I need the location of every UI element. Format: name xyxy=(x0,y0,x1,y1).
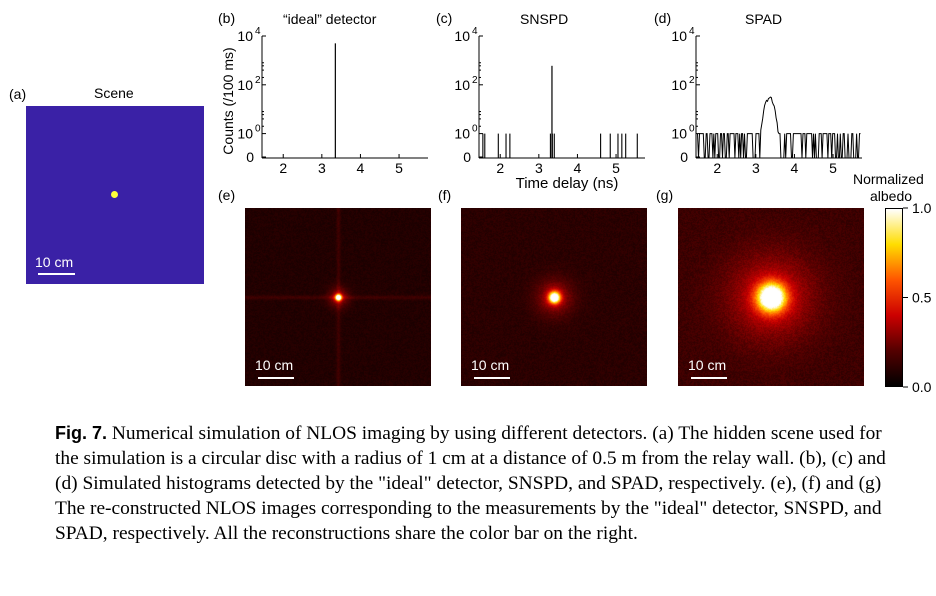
x-tick-label: 4 xyxy=(574,160,582,176)
figure-caption: Fig. 7. Numerical simulation of NLOS ima… xyxy=(55,421,895,546)
y-tick-exponent: 0 xyxy=(472,124,478,135)
x-tick-label: 2 xyxy=(713,160,721,176)
panel-b-label: (b) xyxy=(218,10,236,26)
reconstruction-ideal-canvas xyxy=(245,208,431,386)
panel-e-label: (e) xyxy=(218,187,236,203)
y-tick-exponent: 2 xyxy=(472,75,478,86)
y-tick-label: 10 xyxy=(454,126,470,142)
caption-text: Numerical simulation of NLOS imaging by … xyxy=(55,423,886,544)
y-tick-exponent: 2 xyxy=(255,75,261,86)
y-tick-exponent: 4 xyxy=(255,26,261,37)
reconstruction-snspd: 10 cm xyxy=(461,208,647,386)
panel-d-label: (d) xyxy=(654,10,672,26)
colorbar-tick-label: 0.5 xyxy=(912,290,932,306)
panel-a-label: (a) xyxy=(9,86,27,102)
scene-scale-bar-label: 10 cm xyxy=(35,254,74,270)
panel-c-title: SNSPD xyxy=(520,11,569,27)
reconstruction-ideal-detector: 10 cm xyxy=(245,208,431,386)
panel-b-title: “ideal” detector xyxy=(283,11,377,27)
y-axis-label: Counts (/100 ms) xyxy=(220,47,236,154)
x-tick-label: 5 xyxy=(612,160,620,176)
recon-f-scale-bar-label: 10 cm xyxy=(471,357,510,373)
x-tick-label: 3 xyxy=(752,160,760,176)
histogram-spad-trace xyxy=(697,96,861,159)
colorbar xyxy=(885,208,903,387)
panel-g-label: (g) xyxy=(656,187,674,203)
panel-d-title: SPAD xyxy=(745,11,783,27)
scene-image: 10 cm xyxy=(26,106,204,284)
figure-label: Fig. 7. xyxy=(55,423,108,443)
y-tick-exponent: 2 xyxy=(689,75,695,86)
y-tick-exponent: 4 xyxy=(472,26,478,37)
x-tick-label: 4 xyxy=(357,160,365,176)
reconstruction-snspd-canvas xyxy=(461,208,647,386)
recon-g-scale-bar-label: 10 cm xyxy=(688,357,727,373)
hidden-disc xyxy=(111,191,118,198)
panel-c-label: (c) xyxy=(436,10,453,26)
recon-e-scale-bar xyxy=(258,377,294,379)
y-tick-label: 0 xyxy=(246,149,254,165)
panel-a-title: Scene xyxy=(94,85,134,101)
colorbar-tick-label: 0.0 xyxy=(912,379,932,395)
colorbar-title-line2: albedo xyxy=(870,188,913,204)
y-tick-label: 10 xyxy=(237,126,253,142)
y-tick-label: 10 xyxy=(671,126,687,142)
x-axis-label: Time delay (ns) xyxy=(516,175,619,192)
x-tick-label: 2 xyxy=(279,160,287,176)
y-tick-label: 10 xyxy=(237,77,253,93)
y-tick-label: 10 xyxy=(237,28,253,44)
x-tick-label: 3 xyxy=(318,160,326,176)
y-tick-label: 10 xyxy=(671,77,687,93)
x-tick-label: 4 xyxy=(791,160,799,176)
y-tick-exponent: 0 xyxy=(689,124,695,135)
scene-scale-bar xyxy=(38,273,75,275)
x-tick-label: 5 xyxy=(395,160,403,176)
x-tick-label: 3 xyxy=(535,160,543,176)
recon-f-scale-bar xyxy=(474,377,510,379)
colorbar-title: Normalized xyxy=(853,171,924,187)
colorbar-ticks: 0.0 0.5 1.0 xyxy=(903,200,932,395)
y-tick-exponent: 4 xyxy=(689,26,695,37)
y-tick-label: 0 xyxy=(680,149,688,165)
x-tick-label: 2 xyxy=(496,160,504,176)
recon-e-scale-bar-label: 10 cm xyxy=(255,357,294,373)
y-tick-label: 0 xyxy=(463,149,471,165)
y-tick-label: 10 xyxy=(454,77,470,93)
reconstruction-spad: 10 cm xyxy=(678,208,864,386)
recon-g-scale-bar xyxy=(691,377,727,379)
panel-f-label: (f) xyxy=(438,187,452,203)
y-tick-exponent: 0 xyxy=(255,124,261,135)
y-tick-label: 10 xyxy=(671,28,687,44)
y-tick-label: 10 xyxy=(454,28,470,44)
x-tick-label: 5 xyxy=(829,160,837,176)
reconstruction-spad-canvas xyxy=(678,208,864,386)
colorbar-tick-label: 1.0 xyxy=(912,200,932,216)
